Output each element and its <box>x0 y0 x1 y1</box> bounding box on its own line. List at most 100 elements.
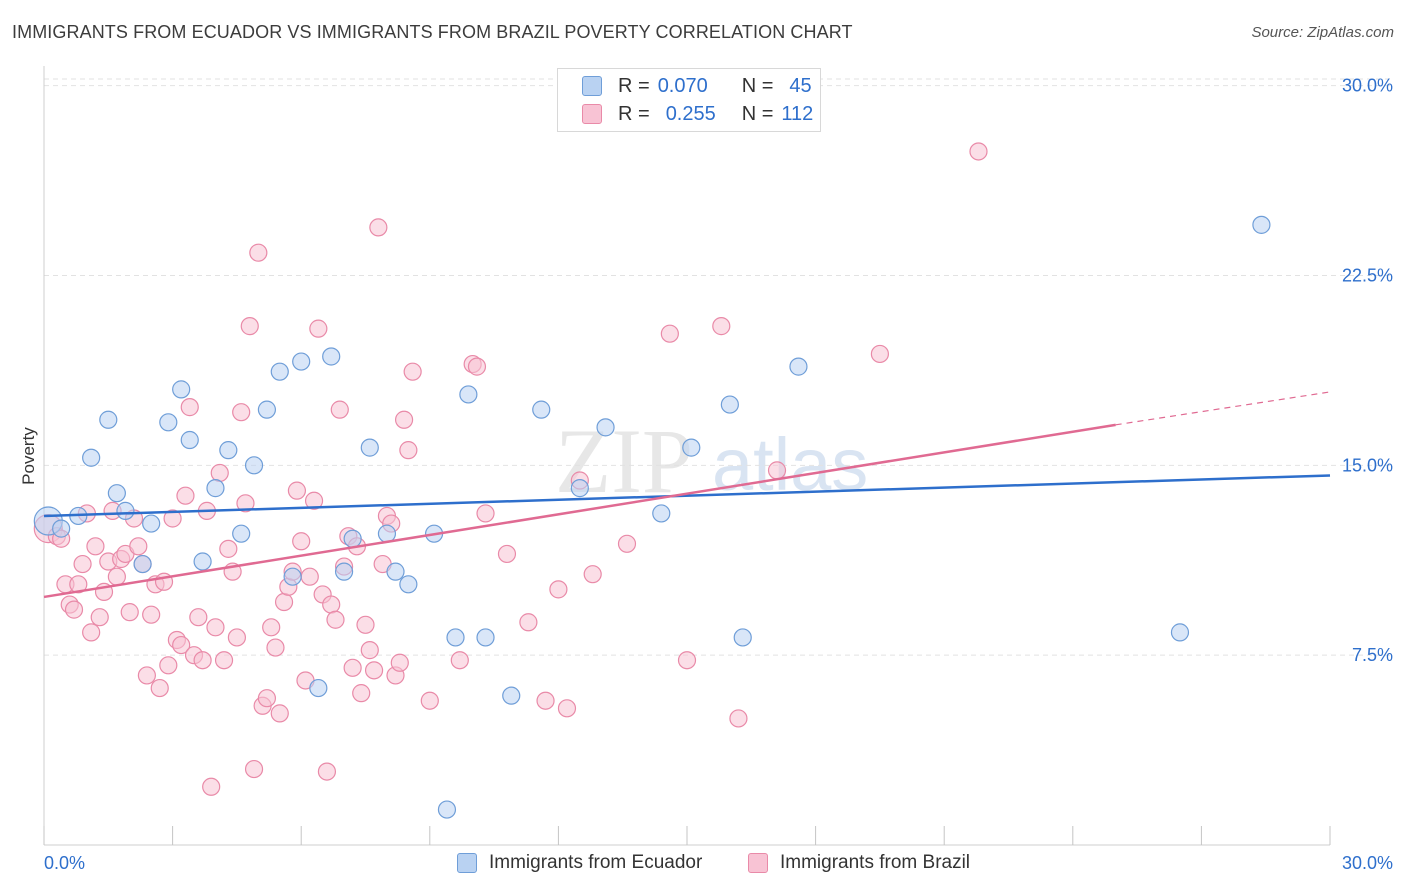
ecuador-point <box>532 400 551 419</box>
legend-n-label: N = <box>741 102 774 125</box>
brazil-point <box>120 603 139 622</box>
ecuador-point <box>789 357 808 376</box>
trend-lines <box>43 391 1331 599</box>
series-legend: Immigrants from Ecuador Immigrants from … <box>0 852 1406 878</box>
brazil-point <box>467 357 487 376</box>
brazil-point <box>557 699 577 718</box>
ecuador-point <box>232 524 251 543</box>
brazil-point <box>677 651 697 670</box>
brazil-point <box>236 494 255 513</box>
ecuador-point <box>116 501 135 520</box>
ecuador-point <box>219 441 238 460</box>
y-tick-label: 15.0% <box>1342 455 1393 475</box>
brazil-point <box>352 684 371 703</box>
ecuador-point <box>386 562 405 581</box>
ecuador-point <box>570 479 589 498</box>
brazil-point <box>729 709 748 728</box>
brazil-point <box>274 592 294 612</box>
ecuador-point <box>257 400 277 419</box>
brazil-point <box>403 362 422 381</box>
ecuador-point <box>172 380 191 399</box>
y-tick-labels: 7.5% 15.0% 22.5% 30.0% <box>1342 76 1393 666</box>
brazil-point <box>767 461 787 480</box>
x-tick-labels: 0.0% 30.0% <box>44 853 1393 873</box>
ecuador-point <box>283 567 302 586</box>
ecuador-point <box>446 628 465 647</box>
axes <box>43 66 1331 846</box>
brazil-point <box>870 344 890 364</box>
ecuador-point <box>502 686 521 705</box>
source-credit: Source: ZipAtlas.com <box>1251 24 1394 41</box>
brazil-point <box>257 689 277 708</box>
ecuador-point <box>343 529 362 548</box>
brazil-point <box>497 544 517 564</box>
x-tick-label: 0.0% <box>44 853 85 873</box>
brazil-point <box>232 403 251 422</box>
ecuador-point <box>52 519 71 538</box>
legend-row-ecuador: R = 0.070 N = 45 <box>582 74 812 98</box>
ecuador-point <box>377 524 397 543</box>
legend-swatch-ecuador <box>457 853 477 873</box>
ecuador-point <box>206 479 225 498</box>
brazil-point <box>399 441 418 460</box>
ecuador-point <box>652 504 671 523</box>
series-ecuador-points <box>33 215 1271 819</box>
brazil-point <box>549 580 568 599</box>
brazil-point <box>107 567 126 586</box>
y-axis-label: Poverty <box>19 427 38 485</box>
brazil-point <box>262 618 281 637</box>
ecuador-point <box>360 438 379 457</box>
ecuador-point <box>399 575 418 594</box>
ecuador-point <box>1252 215 1271 234</box>
y-tick-label: 22.5% <box>1342 265 1393 285</box>
brazil-point <box>64 600 84 619</box>
brazil-point <box>82 623 101 642</box>
ecuador-point <box>682 438 701 457</box>
y-tick-label: 30.0% <box>1342 76 1393 96</box>
legend-label-brazil: Immigrants from Brazil <box>780 852 971 873</box>
ecuador-point <box>733 628 752 647</box>
brazil-point <box>583 565 602 584</box>
ecuador-point <box>596 418 615 437</box>
ecuador-point <box>159 413 178 432</box>
legend-label-ecuador: Immigrants from Ecuador <box>489 852 703 873</box>
ecuador-point <box>133 554 152 574</box>
brazil-point <box>137 666 156 685</box>
ecuador-point <box>720 395 739 414</box>
ecuador-point <box>459 385 478 404</box>
brazil-point <box>189 608 208 627</box>
y-tick-label: 7.5% <box>1352 645 1393 665</box>
brazil-point <box>163 509 182 528</box>
x-tick-label: 30.0% <box>1342 853 1393 873</box>
ecuador-point <box>334 562 354 581</box>
ecuador-point <box>99 410 118 429</box>
brazil-point <box>73 554 92 574</box>
series-brazil-points <box>33 142 988 796</box>
brazil-point <box>142 605 161 624</box>
brazil-point <box>210 463 229 483</box>
chart-title: IMMIGRANTS FROM ECUADOR VS IMMIGRANTS FR… <box>12 22 853 42</box>
legend-item-brazil: Immigrants from Brazil <box>748 852 970 874</box>
brazil-point <box>287 481 307 500</box>
brazil-point <box>364 661 384 680</box>
brazil-point <box>360 641 379 660</box>
brazil-point <box>292 532 311 551</box>
ecuador-point <box>270 362 289 381</box>
brazil-point <box>86 537 105 556</box>
legend-n-value: 45 <box>789 74 812 97</box>
brazil-point <box>206 618 225 637</box>
brazil-point <box>270 704 289 723</box>
brazil-point <box>129 537 148 556</box>
brazil-point <box>219 539 238 558</box>
brazil-point <box>266 638 285 657</box>
ecuador-point <box>437 800 457 819</box>
legend-r-value: 0.255 <box>665 102 716 125</box>
trend-line-brazil <box>43 423 1116 599</box>
brazil-point <box>176 486 195 505</box>
legend-n-value: 112 <box>781 102 814 125</box>
brazil-point <box>317 762 337 781</box>
brazil-point <box>214 651 234 670</box>
brazil-point <box>322 595 341 614</box>
brazil-point <box>420 691 439 710</box>
brazil-point <box>969 142 988 161</box>
